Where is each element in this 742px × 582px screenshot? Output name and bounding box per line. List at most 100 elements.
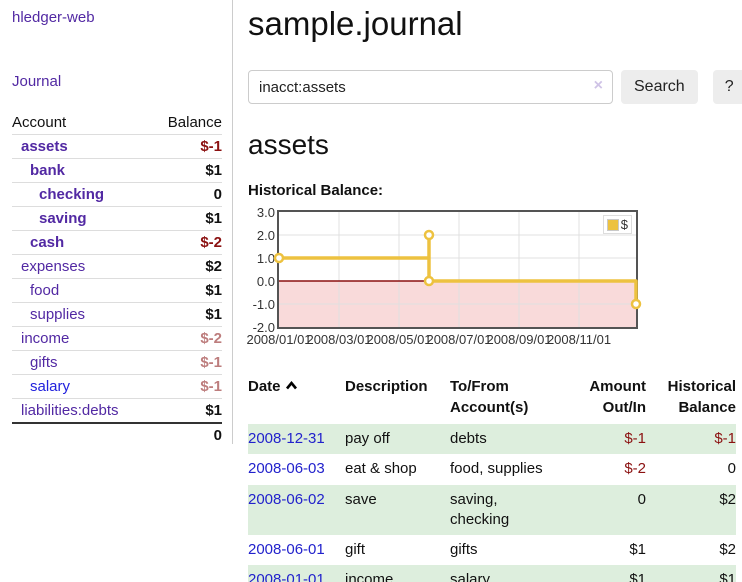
historical-balance-chart: 3.0 2.0 1.0 0.0 -1.0 -2.0 — [246, 205, 668, 353]
txn-description: income — [345, 571, 394, 582]
txn-amount: 0 — [637, 490, 646, 508]
account-balance: $-2 — [200, 330, 222, 347]
register-row: 2008-06-01 gift gifts $1 $2 — [248, 535, 736, 565]
y-axis-label: 2.0 — [256, 228, 275, 243]
txn-description: gift — [345, 541, 366, 558]
account-row: gifts $-1 — [12, 350, 222, 375]
account-row: bank $1 — [12, 158, 222, 183]
page-title: sample.journal — [248, 5, 463, 42]
txn-description: pay off — [345, 430, 390, 447]
txn-balance: $-1 — [714, 430, 736, 447]
y-axis-label: 3.0 — [256, 205, 275, 220]
account-link-income[interactable]: income — [21, 330, 70, 347]
account-balance: $2 — [205, 258, 222, 275]
txn-amount: $1 — [629, 571, 646, 582]
register-row: 2008-06-02 save saving, checking 0 $2 — [248, 484, 736, 535]
accounts-header-row: Account Balance — [12, 111, 222, 135]
register-row: 2008-06-03 eat & shop food, supplies $-2… — [248, 454, 736, 484]
chart-plot-area[interactable]: $ — [273, 210, 642, 329]
account-balance: $1 — [205, 162, 222, 179]
account-balance: $-2 — [200, 234, 222, 251]
search-button[interactable]: Search — [621, 70, 698, 104]
account-balance: $1 — [205, 402, 222, 419]
search-form: × Search ? — [248, 70, 742, 104]
accounts-total-row: 0 — [12, 423, 222, 447]
txn-date-link[interactable]: 2008-12-31 — [248, 430, 325, 447]
account-link-saving[interactable]: saving — [39, 210, 87, 227]
account-row: expenses $2 — [12, 254, 222, 279]
txn-balance: $2 — [719, 541, 736, 558]
accounts-total: 0 — [213, 427, 222, 444]
txn-accounts: food, supplies — [450, 460, 543, 478]
account-link-checking[interactable]: checking — [39, 186, 105, 203]
y-axis-label: -1.0 — [252, 297, 275, 312]
txn-accounts: saving, checking — [450, 490, 510, 528]
balance-step-line — [273, 212, 642, 327]
x-axis-label: 2008/11/01 — [546, 332, 612, 347]
account-link-assets[interactable]: assets — [21, 138, 68, 155]
txn-description: save — [345, 490, 377, 508]
account-balance: $1 — [205, 210, 222, 227]
txn-date-link[interactable]: 2008-06-03 — [248, 460, 325, 478]
chart-legend: $ — [602, 215, 632, 234]
account-row: food $1 — [12, 278, 222, 303]
search-input[interactable] — [248, 70, 613, 104]
y-axis-label: -2.0 — [252, 320, 275, 335]
account-row: income $-2 — [12, 326, 222, 351]
account-balance: $-1 — [200, 378, 222, 395]
register-header-row: Date Description To/From Account(s) Amou… — [248, 372, 736, 424]
account-link-salary[interactable]: salary — [30, 378, 71, 395]
account-row: salary $-1 — [12, 374, 222, 399]
journal-nav-link[interactable]: Journal — [12, 73, 62, 90]
register-row: 2008-01-01 income salary $1 $1 — [248, 565, 736, 582]
account-balance: $1 — [205, 306, 222, 323]
column-header-description: Description — [345, 378, 428, 395]
chart-title: Historical Balance: — [248, 182, 384, 199]
txn-accounts: salary — [450, 571, 491, 582]
sort-ascending-icon — [285, 378, 298, 395]
txn-balance: $2 — [719, 490, 736, 508]
register-table: Date Description To/From Account(s) Amou… — [248, 372, 736, 582]
clear-search-icon[interactable]: × — [593, 77, 603, 94]
account-row: checking 0 — [12, 182, 222, 207]
account-row: saving $1 — [12, 206, 222, 231]
txn-date-link[interactable]: 2008-06-02 — [248, 490, 325, 508]
help-button[interactable]: ? — [712, 70, 742, 104]
column-header-amount: Amount Out/In — [589, 378, 646, 416]
account-link-supplies[interactable]: supplies — [30, 306, 86, 323]
x-axis-label: 2008/07/01 — [426, 332, 492, 347]
txn-amount: $-2 — [624, 460, 646, 478]
column-header-balance: Historical Balance — [667, 378, 736, 416]
account-row: assets $-1 — [12, 134, 222, 159]
txn-description: eat & shop — [345, 460, 417, 478]
x-axis-label: 2008/05/01 — [366, 332, 432, 347]
account-link-liabilities-debts[interactable]: liabilities:debts — [21, 402, 119, 419]
y-axis-label: 0.0 — [256, 274, 275, 289]
y-axis-label: 1.0 — [256, 251, 275, 266]
x-axis-label: 2008/03/01 — [306, 332, 372, 347]
register-row: 2008-12-31 pay off debts $-1 $-1 — [248, 424, 736, 455]
account-heading: assets — [248, 129, 329, 160]
sidebar: hledger-web Journal Account Balance asse… — [0, 0, 233, 444]
txn-date-link[interactable]: 2008-06-01 — [248, 541, 325, 558]
account-link-bank[interactable]: bank — [30, 162, 66, 179]
account-link-cash[interactable]: cash — [30, 234, 65, 251]
legend-swatch-icon — [606, 218, 619, 231]
txn-date-link[interactable]: 2008-01-01 — [248, 571, 325, 582]
accounts-table: Account Balance assets $-1 bank $1 check… — [12, 111, 222, 447]
txn-balance: $1 — [719, 571, 736, 582]
accounts-header-balance: Balance — [167, 114, 222, 131]
account-balance: 0 — [213, 186, 222, 203]
account-balance: $-1 — [200, 138, 222, 155]
account-row: supplies $1 — [12, 302, 222, 327]
app-title-link[interactable]: hledger-web — [12, 9, 95, 26]
account-link-food[interactable]: food — [30, 282, 60, 299]
account-link-gifts[interactable]: gifts — [30, 354, 58, 371]
txn-accounts: gifts — [450, 541, 478, 558]
column-header-date[interactable]: Date — [248, 372, 345, 424]
x-axis-label: 2008/09/01 — [486, 332, 552, 347]
account-balance: $1 — [205, 282, 222, 299]
account-link-expenses[interactable]: expenses — [21, 258, 86, 275]
column-header-accounts: To/From Account(s) — [450, 378, 529, 416]
main-content: sample.journal × Search ? assets Histori… — [246, 0, 742, 582]
